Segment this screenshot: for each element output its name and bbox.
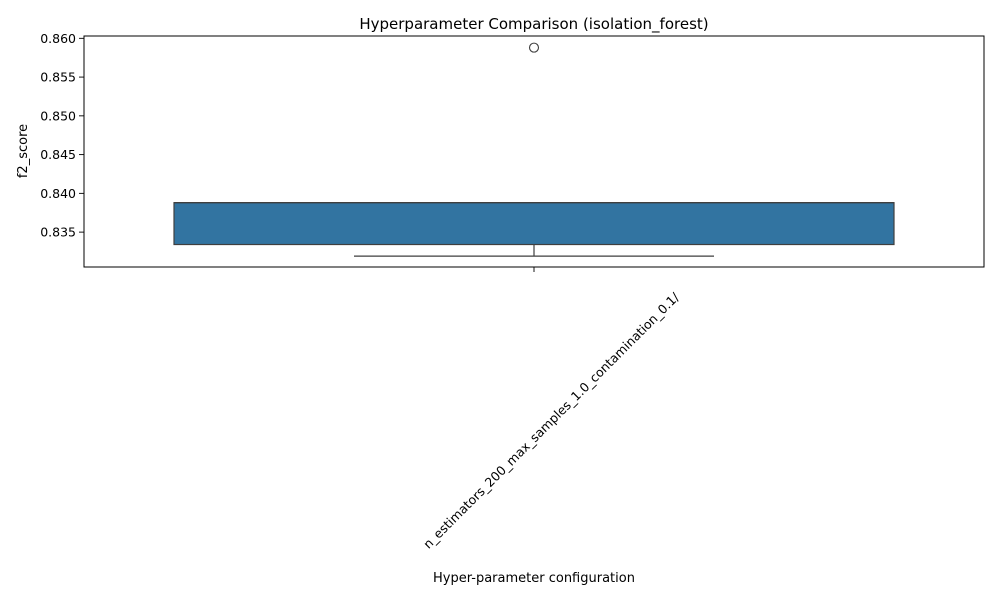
chart-title: Hyperparameter Comparison (isolation_for… <box>359 15 708 34</box>
plot-area <box>83 35 985 268</box>
y-tick-label: 0.860 <box>40 31 76 46</box>
y-tick-label: 0.855 <box>40 70 76 85</box>
box-body <box>173 202 895 246</box>
y-tick-label: 0.835 <box>40 225 76 240</box>
y-tick-label: 0.840 <box>40 186 76 201</box>
outlier-point <box>528 42 540 53</box>
y-axis-label: f2_score <box>16 124 31 178</box>
y-axis: 0.835 0.840 0.845 0.850 0.855 0.860 <box>40 31 84 240</box>
y-tick-label: 0.850 <box>40 108 76 123</box>
y-tick-label: 0.845 <box>40 147 76 162</box>
x-axis-label: Hyper-parameter configuration <box>433 571 635 586</box>
